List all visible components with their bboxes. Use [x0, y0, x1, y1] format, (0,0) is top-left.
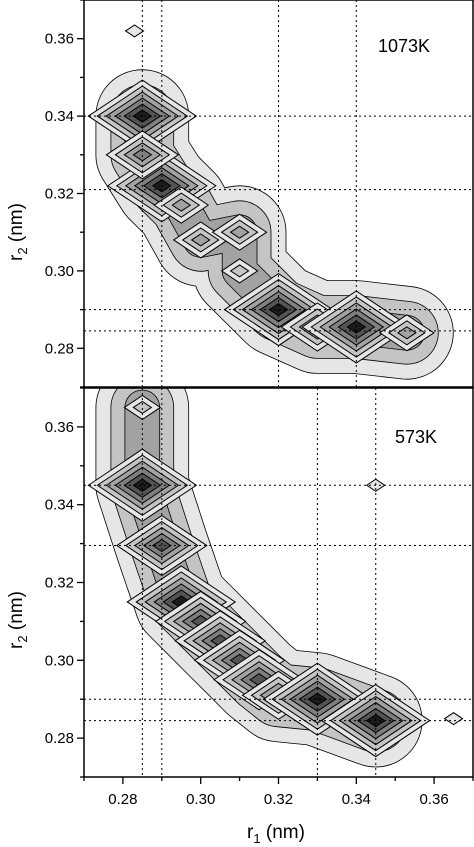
y-tick-label-bottom-2: 0.32 — [45, 575, 74, 592]
x-tick-label-0: 0.28 — [108, 791, 137, 808]
x-axis-title-subscript: 1 — [253, 831, 260, 846]
panel-573k: 0.28 0.30 0.32 0.34 0.36 0.28 0.30 0.32 0.34 0.3… — [6, 387, 474, 846]
svg-text:r1 (nm): r1 (nm) — [247, 822, 305, 846]
contour-peak-0-level-6 — [132, 478, 153, 492]
contour-peak-3-level-3 — [171, 198, 192, 212]
y-axis-title-bottom: r2 (nm) — [6, 591, 30, 649]
x-axis-title-unit: (nm) — [261, 822, 305, 843]
contour-peak-6-level-2 — [229, 264, 250, 278]
panel-1073k: 0.28 0.30 0.32 0.34 0.36 1073K r2 (nm) — [6, 0, 474, 388]
contour-peak-4-level-3 — [190, 233, 211, 247]
y-axis-title-subscript-bottom: 2 — [15, 635, 30, 642]
temperature-label-bottom: 573K — [395, 427, 437, 447]
y-axis-title-subscript-top: 2 — [15, 247, 30, 254]
contour-peak-12-level-1 — [443, 712, 464, 726]
x-tick-label-2: 0.32 — [264, 791, 293, 808]
svg-text:r2 (nm): r2 (nm) — [6, 591, 30, 649]
y-tick-label-bottom-0: 0.28 — [45, 730, 74, 747]
y-tick-label-top-1: 0.30 — [45, 263, 74, 280]
y-axis-title-unit-top: (nm) — [6, 203, 27, 247]
y-tick-label-top-3: 0.34 — [45, 108, 74, 125]
contour-peak-2-level-4 — [132, 148, 153, 162]
x-axis-title: r1 (nm) — [247, 822, 305, 846]
contour-peak-7-level-6 — [268, 302, 289, 317]
x-axis-ticks-bottom: 0.28 0.30 0.32 0.34 0.36 — [83, 777, 474, 808]
x-tick-label-3: 0.34 — [342, 791, 371, 808]
y-tick-label-bottom-4: 0.36 — [45, 419, 74, 436]
y-axis-title-unit-bottom: (nm) — [6, 591, 27, 635]
contour-peak-5-level-3 — [229, 225, 250, 239]
y-tick-label-top-2: 0.32 — [45, 186, 74, 203]
contour-peak-9-level-6 — [346, 320, 367, 334]
svg-text:r2 (nm): r2 (nm) — [6, 203, 30, 261]
y-tick-label-bottom-3: 0.34 — [45, 497, 74, 514]
y-axis-title-top: r2 (nm) — [6, 203, 30, 261]
contour-peak-10-level-2 — [132, 400, 153, 415]
x-tick-label-4: 0.36 — [419, 791, 448, 808]
x-tick-label-1: 0.30 — [186, 791, 215, 808]
y-tick-label-top-0: 0.28 — [45, 340, 74, 357]
y-tick-label-bottom-1: 0.30 — [45, 652, 74, 669]
temperature-label-top: 1073K — [378, 36, 430, 56]
y-axis-title-symbol-top: r — [6, 254, 27, 261]
contour-peak-11-level-1 — [124, 24, 145, 38]
y-axis-ticks-bottom: 0.28 0.30 0.32 0.34 0.36 — [45, 387, 84, 778]
x-axis-title-symbol: r — [247, 822, 254, 843]
y-axis-ticks-top: 0.28 0.30 0.32 0.34 0.36 — [45, 0, 84, 388]
contour-peak-10-level-3 — [396, 326, 417, 340]
y-axis-title-symbol-bottom: r — [6, 642, 27, 649]
y-tick-label-top-4: 0.36 — [45, 31, 74, 48]
